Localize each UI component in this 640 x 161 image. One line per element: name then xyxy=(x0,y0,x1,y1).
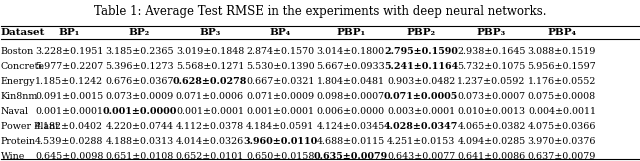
Text: Naval: Naval xyxy=(1,107,29,116)
Text: 5.667±0.0933: 5.667±0.0933 xyxy=(316,62,385,71)
Text: 0.643±0.0077: 0.643±0.0077 xyxy=(387,152,455,161)
Text: 4.094±0.0285: 4.094±0.0285 xyxy=(458,137,525,146)
Text: BP₃: BP₃ xyxy=(199,28,221,37)
Text: 5.732±0.1075: 5.732±0.1075 xyxy=(458,62,525,71)
Text: 0.071±0.0009: 0.071±0.0009 xyxy=(246,92,314,101)
Text: 0.073±0.0009: 0.073±0.0009 xyxy=(106,92,173,101)
Text: PBP₂: PBP₂ xyxy=(406,28,436,37)
Text: 5.530±0.1390: 5.530±0.1390 xyxy=(246,62,315,71)
Text: 0.001±0.0001: 0.001±0.0001 xyxy=(246,107,314,116)
Text: 0.001±0.0000: 0.001±0.0000 xyxy=(102,107,177,116)
Text: 3.970±0.0376: 3.970±0.0376 xyxy=(527,137,596,146)
Text: 0.650±0.0158: 0.650±0.0158 xyxy=(246,152,314,161)
Text: Kin8nm: Kin8nm xyxy=(1,92,38,101)
Text: 4.112±0.0378: 4.112±0.0378 xyxy=(176,122,244,131)
Text: 4.184±0.0591: 4.184±0.0591 xyxy=(246,122,314,131)
Text: 2.795±0.1590: 2.795±0.1590 xyxy=(384,47,458,56)
Text: 3.960±0.0110: 3.960±0.0110 xyxy=(243,137,317,146)
Text: 0.628±0.0278: 0.628±0.0278 xyxy=(173,77,247,86)
Text: PBP₄: PBP₄ xyxy=(547,28,577,37)
Text: 0.075±0.0008: 0.075±0.0008 xyxy=(528,92,596,101)
Text: 3.088±0.1519: 3.088±0.1519 xyxy=(528,47,596,56)
Text: 4.124±0.0345: 4.124±0.0345 xyxy=(317,122,385,131)
Text: 4.075±0.0366: 4.075±0.0366 xyxy=(527,122,596,131)
Text: 5.241±0.1164: 5.241±0.1164 xyxy=(384,62,458,71)
Text: 0.641±0.0086: 0.641±0.0086 xyxy=(458,152,525,161)
Text: 0.652±0.0101: 0.652±0.0101 xyxy=(176,152,244,161)
Text: 2.938±0.1645: 2.938±0.1645 xyxy=(457,47,526,56)
Text: 0.006±0.0000: 0.006±0.0000 xyxy=(317,107,385,116)
Text: 4.188±0.0313: 4.188±0.0313 xyxy=(106,137,173,146)
Text: 4.251±0.0153: 4.251±0.0153 xyxy=(387,137,455,146)
Text: 0.003±0.0001: 0.003±0.0001 xyxy=(387,107,455,116)
Text: 4.182±0.0402: 4.182±0.0402 xyxy=(35,122,103,131)
Text: 1.237±0.0592: 1.237±0.0592 xyxy=(458,77,525,86)
Text: Protein: Protein xyxy=(1,137,36,146)
Text: 3.228±0.1951: 3.228±0.1951 xyxy=(35,47,103,56)
Text: Power Plant: Power Plant xyxy=(1,122,59,131)
Text: Boston: Boston xyxy=(1,47,34,56)
Text: 0.637±0.0079: 0.637±0.0079 xyxy=(528,152,596,161)
Text: 0.635±0.0079: 0.635±0.0079 xyxy=(314,152,388,161)
Text: 0.645±0.0098: 0.645±0.0098 xyxy=(35,152,103,161)
Text: Energy: Energy xyxy=(1,77,35,86)
Text: 0.098±0.0007: 0.098±0.0007 xyxy=(317,92,385,101)
Text: BP₄: BP₄ xyxy=(269,28,291,37)
Text: 0.073±0.0007: 0.073±0.0007 xyxy=(458,92,525,101)
Text: BP₂: BP₂ xyxy=(129,28,150,37)
Text: 0.651±0.0108: 0.651±0.0108 xyxy=(106,152,173,161)
Text: 4.539±0.0288: 4.539±0.0288 xyxy=(35,137,103,146)
Text: 5.568±0.1271: 5.568±0.1271 xyxy=(176,62,244,71)
Text: 5.396±0.1273: 5.396±0.1273 xyxy=(105,62,174,71)
Text: 0.667±0.0321: 0.667±0.0321 xyxy=(246,77,314,86)
Text: 3.019±0.1848: 3.019±0.1848 xyxy=(176,47,244,56)
Text: 0.071±0.0006: 0.071±0.0006 xyxy=(176,92,244,101)
Text: 5.956±0.1597: 5.956±0.1597 xyxy=(527,62,596,71)
Text: 0.010±0.0013: 0.010±0.0013 xyxy=(458,107,525,116)
Text: 1.804±0.0481: 1.804±0.0481 xyxy=(317,77,385,86)
Text: PBP₃: PBP₃ xyxy=(477,28,506,37)
Text: 1.176±0.0552: 1.176±0.0552 xyxy=(528,77,596,86)
Text: 5.977±0.2207: 5.977±0.2207 xyxy=(35,62,103,71)
Text: 3.014±0.1800: 3.014±0.1800 xyxy=(317,47,385,56)
Text: Table 1: Average Test RMSE in the experiments with deep neural networks.: Table 1: Average Test RMSE in the experi… xyxy=(93,5,547,18)
Text: PBP₁: PBP₁ xyxy=(336,28,365,37)
Text: 2.874±0.1570: 2.874±0.1570 xyxy=(246,47,314,56)
Text: 0.071±0.0005: 0.071±0.0005 xyxy=(384,92,458,101)
Text: 3.185±0.2365: 3.185±0.2365 xyxy=(105,47,174,56)
Text: 4.028±0.0347: 4.028±0.0347 xyxy=(384,122,458,131)
Text: 4.220±0.0744: 4.220±0.0744 xyxy=(106,122,173,131)
Text: 0.004±0.0011: 0.004±0.0011 xyxy=(528,107,596,116)
Text: Dataset: Dataset xyxy=(1,28,45,37)
Text: 4.014±0.0326: 4.014±0.0326 xyxy=(176,137,244,146)
Text: 0.001±0.0001: 0.001±0.0001 xyxy=(35,107,103,116)
Text: BP₁: BP₁ xyxy=(58,28,80,37)
Text: 0.001±0.0001: 0.001±0.0001 xyxy=(176,107,244,116)
Text: 4.065±0.0382: 4.065±0.0382 xyxy=(458,122,525,131)
Text: 0.091±0.0015: 0.091±0.0015 xyxy=(35,92,103,101)
Text: 1.185±0.1242: 1.185±0.1242 xyxy=(35,77,103,86)
Text: 0.676±0.0367: 0.676±0.0367 xyxy=(105,77,174,86)
Text: Concrete: Concrete xyxy=(1,62,45,71)
Text: Wine: Wine xyxy=(1,152,25,161)
Text: 4.688±0.0115: 4.688±0.0115 xyxy=(317,137,385,146)
Text: 0.903±0.0482: 0.903±0.0482 xyxy=(387,77,455,86)
